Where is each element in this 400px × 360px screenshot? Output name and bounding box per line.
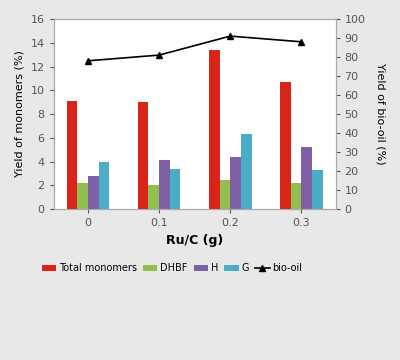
Bar	[209, 50, 220, 209]
Y-axis label: Yield of monomers (%): Yield of monomers (%)	[15, 50, 25, 177]
Bar	[148, 185, 159, 209]
Bar	[230, 157, 241, 209]
bio-oil	[299, 40, 304, 44]
Bar	[291, 183, 301, 209]
Bar	[66, 101, 77, 209]
Bar	[98, 162, 109, 209]
Bar	[241, 134, 252, 209]
Legend: Total monomers, DHBF, H, G, bio-oil: Total monomers, DHBF, H, G, bio-oil	[38, 260, 306, 277]
bio-oil	[157, 53, 162, 57]
Bar	[312, 170, 323, 209]
Line: bio-oil: bio-oil	[84, 33, 305, 64]
Bar	[88, 176, 98, 209]
Bar	[301, 147, 312, 209]
X-axis label: Ru/C (g): Ru/C (g)	[166, 234, 223, 247]
Bar	[280, 82, 291, 209]
Bar	[170, 168, 180, 209]
bio-oil	[228, 34, 233, 38]
Bar	[159, 160, 170, 209]
Bar	[220, 180, 230, 209]
Y-axis label: Yield of bio-oil (%): Yield of bio-oil (%)	[375, 63, 385, 165]
Bar	[77, 183, 88, 209]
Bar	[138, 102, 148, 209]
bio-oil	[86, 59, 90, 63]
